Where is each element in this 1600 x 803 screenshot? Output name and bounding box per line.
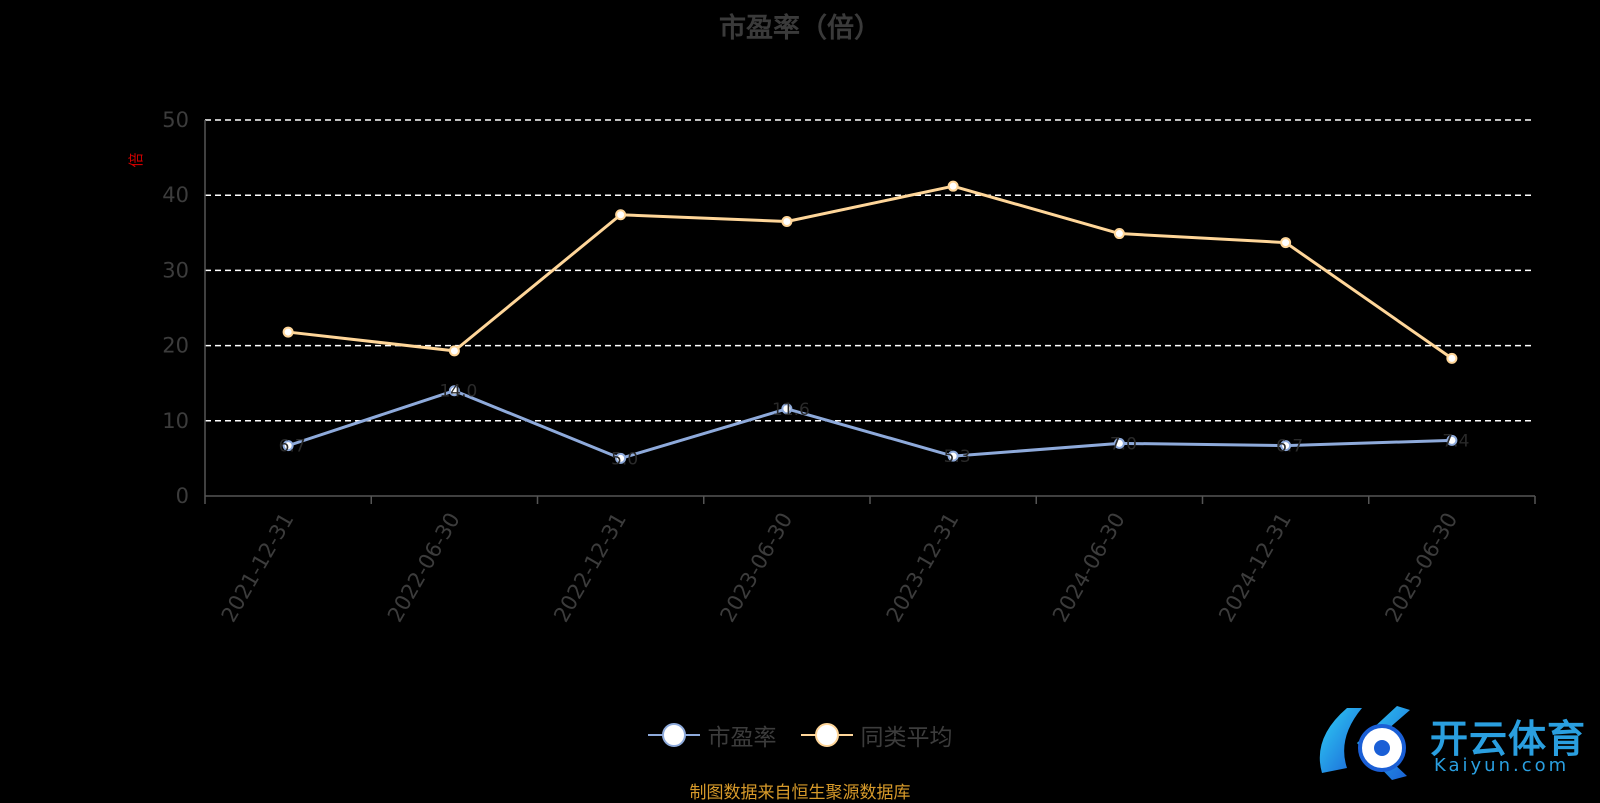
data-point-0 (615, 452, 627, 464)
x-tick-label: 2025-06-30 (1380, 509, 1462, 627)
grid-layer (205, 119, 1535, 422)
axis-layer: 0 10 20 30 40 50 2021-12-31 2022-06-30 2022-12-3… (162, 108, 1536, 627)
data-point-0 (781, 403, 793, 415)
x-tick-label: 2022-12-31 (549, 509, 631, 627)
data-point-1 (448, 345, 460, 357)
y-tick-label: 0 (176, 484, 189, 508)
series-layer: 6.7 14.0 5.0 11.6 5.3 7.0 6.7 7.4 (279, 180, 1469, 469)
x-tick-label: 2024-06-30 (1048, 509, 1130, 627)
legend-item-avg[interactable]: 同类平均 (800, 718, 953, 752)
series-line-1 (287, 184, 1453, 360)
line-chart: 0 10 20 30 40 50 2021-12-31 2022-06-30 2022-12-3… (127, 108, 1536, 627)
legend-swatch-pe (647, 721, 700, 749)
source-note: 制图数据来自恒生聚源数据库 (689, 783, 911, 803)
data-point-1 (781, 216, 793, 228)
data-point-1 (282, 326, 294, 338)
data-label-0: 7.0 (1110, 434, 1137, 454)
y-tick-label: 40 (162, 183, 189, 207)
data-label-0: 14.0 (439, 382, 477, 402)
data-point-0 (448, 385, 460, 397)
data-label-0: 7.4 (1442, 431, 1469, 451)
logo-url: Kaiyun.com (1434, 755, 1570, 776)
data-point-0 (947, 450, 959, 462)
data-label-0: 5.3 (944, 447, 971, 467)
legend-item-pe[interactable]: 市盈率 (647, 718, 777, 752)
data-point-0 (1446, 434, 1458, 446)
data-point-1 (1113, 228, 1125, 240)
x-tick-label: 2024-12-31 (1214, 509, 1296, 627)
y-tick-label: 50 (162, 108, 189, 132)
data-label-0: 11.6 (772, 400, 810, 420)
data-point-0 (282, 440, 294, 452)
x-tick-label: 2021-12-31 (217, 509, 299, 627)
data-point-1 (1446, 352, 1458, 364)
data-point-1 (947, 180, 959, 192)
brand-logo (1319, 706, 1410, 780)
chart-title: 市盈率（倍） (719, 13, 881, 44)
logo-name: 开云体育 (1430, 717, 1587, 761)
x-tick-label: 2023-12-31 (882, 509, 964, 627)
data-point-1 (1280, 237, 1292, 249)
data-label-0: 6.7 (279, 437, 306, 457)
x-tick-label: 2023-06-30 (715, 509, 797, 627)
series-line-0 (287, 389, 1452, 460)
legend-label-pe: 市盈率 (707, 725, 777, 751)
y-tick-label: 10 (162, 409, 189, 433)
data-point-0 (1280, 440, 1292, 452)
data-point-0 (1113, 437, 1125, 449)
data-point-1 (615, 209, 627, 221)
data-label-0: 6.7 (1276, 437, 1303, 457)
y-axis-label: 倍 (127, 152, 145, 167)
data-label-0: 5.0 (611, 449, 638, 469)
legend: 市盈率 同类平均 (0, 718, 1600, 752)
x-tick-label: 2022-06-30 (383, 509, 465, 627)
y-tick-label: 30 (162, 258, 189, 282)
legend-label-avg: 同类平均 (860, 725, 953, 751)
legend-swatch-avg (800, 721, 853, 749)
y-tick-label: 20 (162, 334, 189, 358)
